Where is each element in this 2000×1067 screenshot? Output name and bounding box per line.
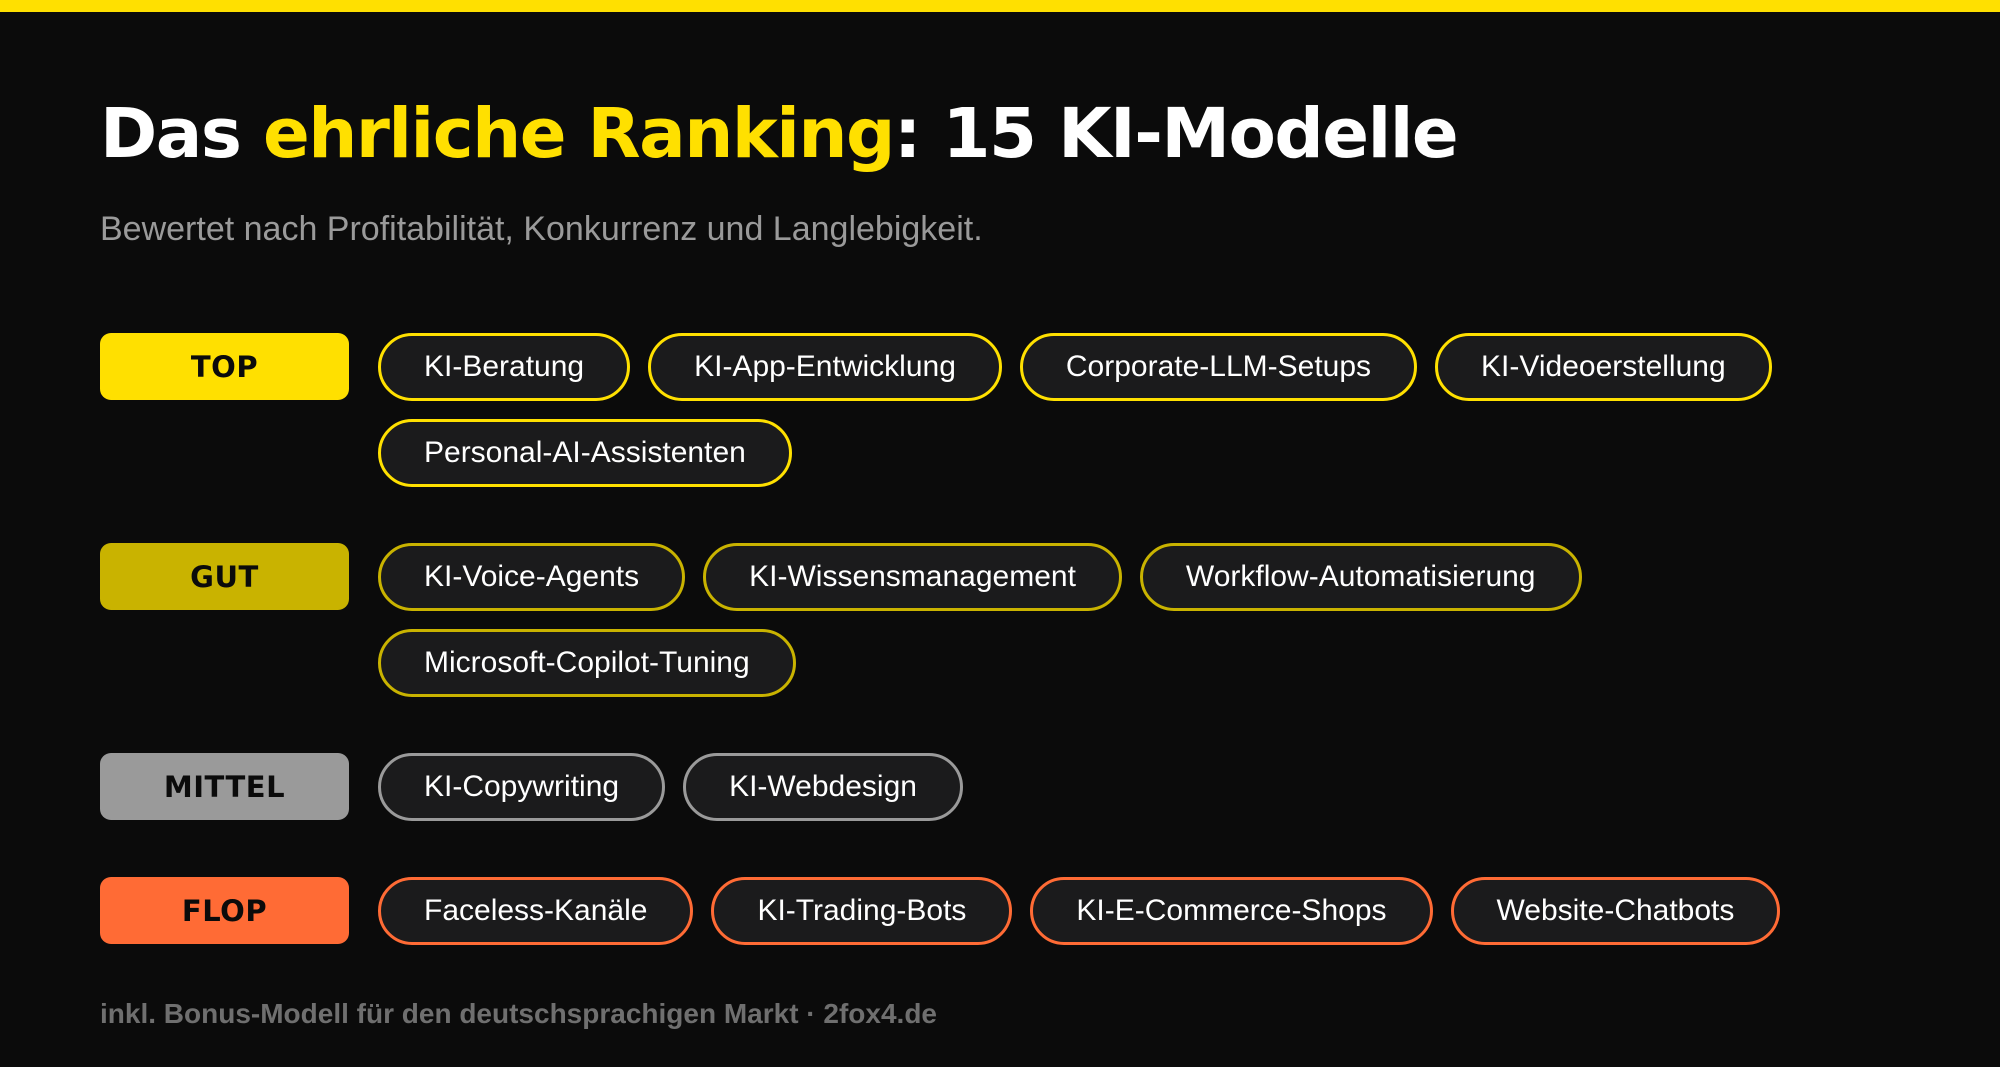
footer-note: inkl. Bonus-Modell für den deutschsprach… bbox=[100, 998, 938, 1029]
tier-mittel-chips: KI-Copywriting KI-Webdesign bbox=[378, 753, 1858, 821]
model-chip: KI-Voice-Agents bbox=[378, 543, 686, 611]
model-chip: KI-Wissensmanagement bbox=[703, 543, 1122, 611]
tier-label-gut: GUT bbox=[100, 543, 349, 610]
tier-label-mittel: MITTEL bbox=[100, 753, 349, 820]
tier-flop-chips: Faceless-Kanäle KI-Trading-Bots KI-E-Com… bbox=[378, 877, 1858, 945]
title-part-1: Das bbox=[100, 94, 263, 174]
page-title: Das ehrliche Ranking: 15 KI-Modelle bbox=[100, 100, 1459, 169]
title-part-2: : 15 KI-Modelle bbox=[893, 94, 1459, 174]
tier-label-top: TOP bbox=[100, 333, 349, 400]
model-chip: Faceless-Kanäle bbox=[378, 877, 694, 945]
model-chip: KI-Videoerstellung bbox=[1435, 333, 1772, 401]
model-chip: KI-Copywriting bbox=[378, 753, 666, 821]
title-highlight: ehrliche Ranking bbox=[262, 94, 895, 174]
tier-label-flop: FLOP bbox=[100, 877, 349, 944]
top-accent-bar bbox=[0, 0, 2000, 12]
tier-gut-chips: KI-Voice-Agents KI-Wissensmanagement Wor… bbox=[378, 543, 1858, 697]
model-chip: Website-Chatbots bbox=[1450, 877, 1781, 945]
page-subtitle: Bewertet nach Profitabilität, Konkurrenz… bbox=[100, 210, 983, 248]
model-chip: Personal-AI-Assistenten bbox=[378, 419, 792, 487]
model-chip: KI-App-Entwicklung bbox=[648, 333, 1002, 401]
model-chip: Corporate-LLM-Setups bbox=[1019, 333, 1418, 401]
model-chip: KI-Beratung bbox=[378, 333, 631, 401]
model-chip: KI-Trading-Bots bbox=[711, 877, 1013, 945]
model-chip: Workflow-Automatisierung bbox=[1139, 543, 1582, 611]
model-chip: KI-E-Commerce-Shops bbox=[1030, 877, 1433, 945]
model-chip: KI-Webdesign bbox=[683, 753, 963, 821]
tier-top-chips: KI-Beratung KI-App-Entwicklung Corporate… bbox=[378, 333, 1858, 487]
model-chip: Microsoft-Copilot-Tuning bbox=[378, 629, 796, 697]
